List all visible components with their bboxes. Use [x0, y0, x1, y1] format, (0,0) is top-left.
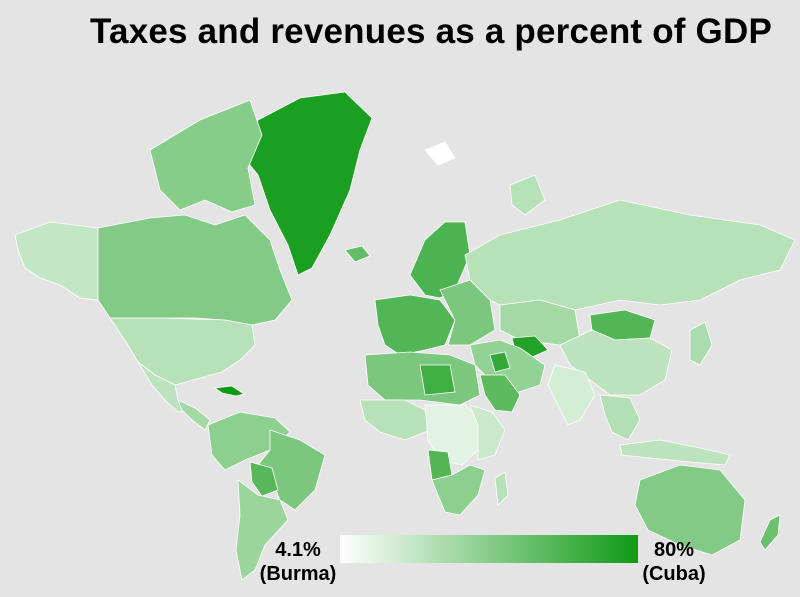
legend-color-scale	[340, 535, 638, 563]
legend-gradient-bar	[340, 535, 638, 563]
region-central-africa[interactable]	[424, 404, 481, 466]
legend-min-value: 4.1%	[275, 539, 321, 561]
legend-max-country: (Cuba)	[642, 563, 706, 585]
region-usa[interactable]	[109, 317, 256, 386]
region-southeast-asia[interactable]	[599, 394, 641, 441]
region-new-zealand[interactable]	[759, 514, 781, 551]
map-title: Taxes and revenues as a percent of GDP	[90, 12, 772, 51]
region-libya[interactable]	[419, 364, 456, 396]
region-alaska[interactable]	[14, 221, 99, 301]
region-iraq[interactable]	[489, 351, 511, 373]
region-southern-africa[interactable]	[431, 464, 486, 516]
region-saudi-arabia[interactable]	[479, 374, 521, 413]
region-iceland[interactable]	[344, 245, 371, 263]
region-australia[interactable]	[634, 464, 746, 556]
region-canada-arctic[interactable]	[149, 99, 263, 213]
region-svalbard[interactable]	[424, 141, 456, 166]
region-indonesia[interactable]	[619, 439, 731, 466]
region-madagascar[interactable]	[494, 471, 509, 506]
region-west-africa[interactable]	[359, 399, 431, 441]
region-east-africa[interactable]	[469, 404, 506, 461]
legend-max-label: 80% (Cuba)	[628, 538, 720, 586]
region-south-america-south[interactable]	[235, 479, 289, 581]
region-western-europe[interactable]	[374, 294, 456, 356]
region-greenland[interactable]	[245, 91, 373, 276]
region-bolivia[interactable]	[249, 461, 279, 497]
region-india[interactable]	[547, 364, 596, 426]
region-russia[interactable]	[464, 199, 796, 311]
region-central-america[interactable]	[177, 399, 211, 431]
region-japan[interactable]	[689, 321, 713, 366]
region-cuba[interactable]	[213, 385, 245, 397]
region-canada[interactable]	[97, 214, 293, 326]
region-arctic-russia-islands[interactable]	[509, 174, 546, 216]
legend-min-country: (Burma)	[259, 563, 337, 585]
region-brazil[interactable]	[257, 429, 326, 511]
legend-max-value: 80%	[653, 539, 695, 561]
legend-min-label: 4.1% (Burma)	[252, 538, 344, 586]
